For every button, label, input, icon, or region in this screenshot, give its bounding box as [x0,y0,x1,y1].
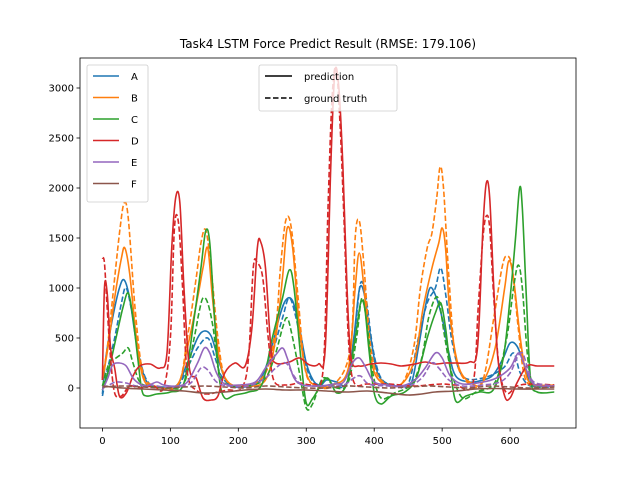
y-tick-label: 2500 [49,134,74,145]
series-D-ground-truth-line [101,66,555,399]
x-tick-label: 300 [297,436,316,447]
series-F-prediction-line [102,385,555,396]
series-A-ground-truth-line [101,267,555,397]
y-tick-label: 0 [68,384,74,395]
series-B-prediction-line [101,225,555,390]
style-legend: prediction ground truth [258,64,398,112]
legend-label-solid: prediction [304,72,354,83]
series-legend-box [86,64,149,203]
x-tick-label: 100 [161,436,180,447]
legend-label-E: E [131,158,137,169]
y-tick-label: 500 [55,334,74,345]
y-axis: 0 500 1000 1500 2000 2500 3000 [49,84,80,395]
x-tick-label: 600 [501,436,520,447]
series-D-prediction-line [101,66,555,402]
x-tick-label: 0 [99,436,105,447]
y-tick-label: 3000 [49,84,74,95]
y-tick-label: 1000 [49,284,74,295]
series-C-prediction-line [101,185,555,407]
series-E-prediction-line [101,346,555,391]
style-legend-box [258,64,398,112]
legend-label-A: A [131,72,138,83]
x-tick-label: 500 [433,436,452,447]
legend-label-B: B [131,94,138,105]
x-tick-label: 400 [365,436,384,447]
x-axis: 0 100 200 300 400 500 600 [99,428,520,447]
chart-title: Task4 LSTM Force Predict Result (RMSE: 1… [179,37,476,51]
series-layer [101,66,555,411]
legend-label-C: C [131,115,138,126]
y-tick-label: 2000 [49,184,74,195]
plot-frame [79,57,577,429]
legend-label-D: D [131,137,139,148]
y-tick-label: 1500 [49,234,74,245]
legend-label-F: F [131,180,137,191]
legend-label-dashed: ground truth [304,94,367,105]
series-F-ground-truth-line [102,385,555,389]
x-tick-label: 200 [229,436,248,447]
